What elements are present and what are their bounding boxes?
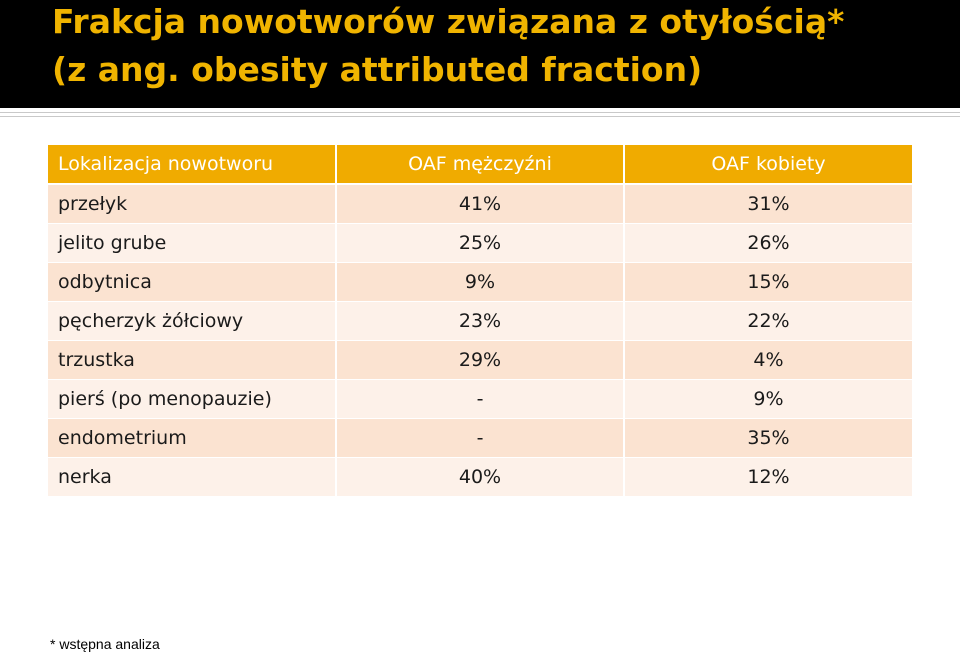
header-oaf-women: OAF kobiety: [624, 145, 912, 185]
title-divider: [0, 112, 960, 117]
cell-oaf-men: 9%: [336, 262, 625, 302]
table-row: pierś (po menopauzie) - 9%: [48, 379, 912, 419]
cell-location: trzustka: [48, 340, 337, 380]
cell-oaf-men: -: [336, 418, 625, 458]
footnote: * wstępna analiza: [50, 636, 160, 652]
cell-oaf-women: 31%: [624, 184, 912, 224]
cell-oaf-women: 15%: [624, 262, 912, 302]
title-bar: Frakcja nowotworów związana z otyłością*…: [0, 0, 960, 108]
table-row: endometrium - 35%: [48, 418, 912, 458]
slide-title-line-1: Frakcja nowotworów związana z otyłością*: [52, 2, 845, 41]
cell-location: pierś (po menopauzie): [48, 379, 337, 419]
cell-location: jelito grube: [48, 223, 337, 263]
cell-location: nerka: [48, 457, 337, 497]
header-oaf-men: OAF mężczyźni: [336, 145, 625, 185]
table-header-row: Lokalizacja nowotworu OAF mężczyźni OAF …: [48, 145, 912, 185]
cell-oaf-men: 25%: [336, 223, 625, 263]
cell-oaf-women: 35%: [624, 418, 912, 458]
cell-location: odbytnica: [48, 262, 337, 302]
cell-location: endometrium: [48, 418, 337, 458]
cell-location: przełyk: [48, 184, 337, 224]
oaf-table: Lokalizacja nowotworu OAF mężczyźni OAF …: [48, 145, 912, 497]
slide-title-line-2: (z ang. obesity attributed fraction): [52, 50, 703, 89]
table-row: przełyk 41% 31%: [48, 184, 912, 224]
cell-oaf-women: 26%: [624, 223, 912, 263]
cell-oaf-men: 23%: [336, 301, 625, 341]
cell-oaf-women: 12%: [624, 457, 912, 497]
cell-location: pęcherzyk żółciowy: [48, 301, 337, 341]
cell-oaf-women: 22%: [624, 301, 912, 341]
table-row: pęcherzyk żółciowy 23% 22%: [48, 301, 912, 341]
table-row: odbytnica 9% 15%: [48, 262, 912, 302]
cell-oaf-men: -: [336, 379, 625, 419]
cell-oaf-women: 9%: [624, 379, 912, 419]
table-row: nerka 40% 12%: [48, 457, 912, 497]
cell-oaf-men: 29%: [336, 340, 625, 380]
table-row: trzustka 29% 4%: [48, 340, 912, 380]
header-location: Lokalizacja nowotworu: [48, 145, 337, 185]
cell-oaf-men: 41%: [336, 184, 625, 224]
table-row: jelito grube 25% 26%: [48, 223, 912, 263]
cell-oaf-men: 40%: [336, 457, 625, 497]
cell-oaf-women: 4%: [624, 340, 912, 380]
